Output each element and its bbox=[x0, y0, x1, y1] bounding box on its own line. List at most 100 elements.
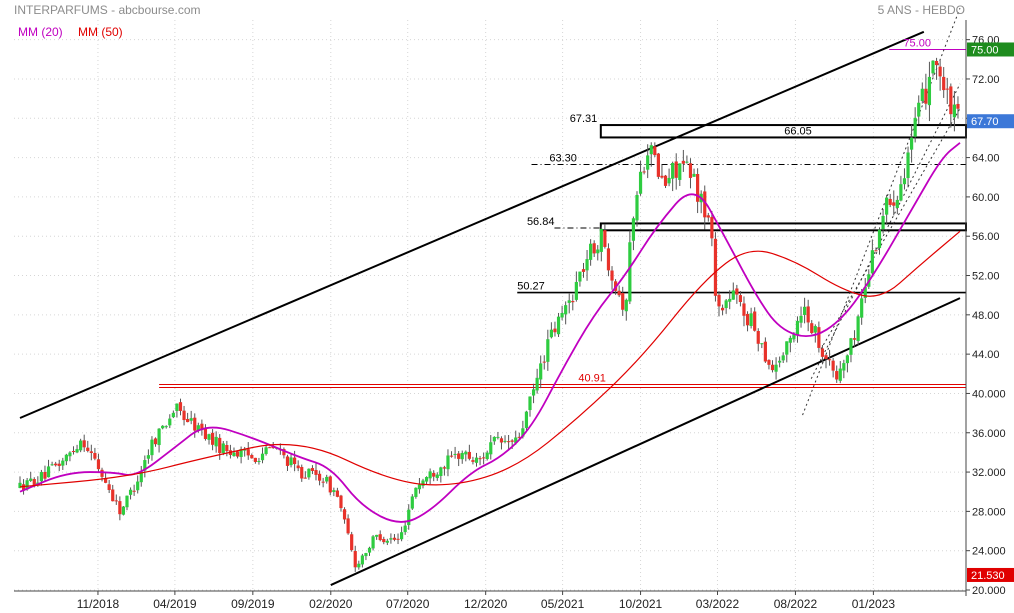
candle-body bbox=[178, 402, 183, 411]
candle-body bbox=[446, 455, 450, 470]
candle-body bbox=[114, 500, 118, 502]
x-tick-label: 02/2020 bbox=[309, 597, 353, 611]
candle-body bbox=[128, 489, 133, 495]
candle-body bbox=[186, 418, 190, 423]
candle-body bbox=[671, 162, 675, 179]
candle-body bbox=[157, 428, 161, 446]
candle-body bbox=[389, 538, 393, 540]
candle-body bbox=[75, 449, 79, 453]
candle-body bbox=[902, 178, 907, 185]
candle-body bbox=[696, 174, 700, 202]
candle-body bbox=[927, 76, 932, 106]
candle-body bbox=[150, 439, 154, 456]
candle-body bbox=[492, 436, 496, 442]
candle-body bbox=[407, 509, 411, 526]
trend-dotted-3 bbox=[820, 108, 961, 350]
candle-body bbox=[589, 243, 593, 260]
candle-body bbox=[517, 436, 521, 438]
price-tag-low: 21.530 bbox=[971, 570, 1005, 582]
candle-body bbox=[232, 452, 236, 457]
candle-body bbox=[54, 463, 58, 466]
candle-body bbox=[524, 411, 529, 428]
candle-body bbox=[849, 338, 853, 355]
candle-body bbox=[143, 460, 147, 471]
candle-body bbox=[296, 465, 300, 469]
candle-body bbox=[660, 175, 664, 178]
candle-body bbox=[917, 102, 921, 117]
candle-body bbox=[827, 359, 832, 361]
legend-mm50: MM (50) bbox=[78, 25, 123, 39]
candle-body bbox=[603, 230, 607, 247]
candle-body bbox=[439, 467, 443, 476]
y-axis: 76.0072.0068.0064.0060.0056.0052.0048.00… bbox=[965, 20, 1014, 597]
x-tick-label: 03/2022 bbox=[696, 597, 740, 611]
candle-body bbox=[539, 363, 543, 380]
candle-body bbox=[881, 215, 885, 230]
x-tick-label: 01/2023 bbox=[852, 597, 896, 611]
candle-body bbox=[888, 198, 892, 205]
candle-body bbox=[235, 451, 240, 457]
source-label: - abcbourse.com bbox=[108, 3, 201, 17]
candle-body bbox=[592, 243, 596, 254]
candle-body bbox=[353, 551, 357, 568]
candle-body bbox=[464, 451, 468, 455]
level-label-56-84: 56.84 bbox=[527, 216, 555, 228]
candle-body bbox=[806, 306, 810, 323]
candle-body bbox=[952, 104, 956, 118]
ma20-line bbox=[19, 142, 961, 523]
candle-body bbox=[838, 368, 842, 381]
candle-body bbox=[25, 480, 29, 490]
candle-body bbox=[795, 320, 800, 335]
candle-body bbox=[218, 437, 222, 454]
candle-body bbox=[68, 452, 72, 457]
candle-body bbox=[100, 469, 104, 477]
candle-body bbox=[556, 316, 561, 335]
candle-body bbox=[685, 161, 689, 163]
level-label-75: 75.00 bbox=[903, 37, 931, 49]
candlesticks bbox=[18, 57, 960, 572]
level-label-50-27: 50.27 bbox=[517, 281, 545, 293]
candle-body bbox=[535, 377, 539, 391]
candle-body bbox=[225, 445, 229, 452]
candle-body bbox=[720, 307, 725, 311]
level-label-66-05: 66.05 bbox=[784, 125, 812, 137]
candle-body bbox=[103, 477, 108, 483]
candle-body bbox=[471, 460, 475, 462]
price-tag-low-bg bbox=[967, 567, 1014, 582]
candle-body bbox=[385, 540, 389, 543]
candle-body bbox=[781, 355, 785, 361]
candle-body bbox=[268, 447, 272, 449]
candle-body bbox=[906, 152, 910, 179]
candle-body bbox=[164, 426, 168, 428]
candle-body bbox=[735, 288, 739, 295]
candle-body bbox=[496, 436, 500, 438]
candle-body bbox=[253, 457, 257, 462]
candle-body bbox=[774, 364, 778, 372]
level-label-67-31: 67.31 bbox=[570, 113, 598, 125]
candle-body bbox=[617, 290, 621, 296]
candle-body bbox=[770, 364, 775, 371]
candle-body bbox=[364, 553, 368, 557]
candle-body bbox=[934, 60, 939, 66]
candle-body bbox=[125, 495, 129, 508]
candle-body bbox=[778, 360, 782, 363]
level-label-63-30: 63.30 bbox=[549, 152, 577, 164]
candle-body bbox=[642, 171, 646, 173]
candle-body bbox=[285, 456, 290, 466]
candle-body bbox=[414, 487, 418, 497]
candle-body bbox=[82, 440, 86, 448]
candle-body bbox=[913, 117, 917, 137]
candle-body bbox=[367, 547, 372, 553]
candle-body bbox=[86, 447, 90, 452]
candle-body bbox=[457, 453, 461, 459]
candle-body bbox=[742, 303, 746, 316]
candle-body bbox=[424, 477, 429, 482]
candle-body bbox=[210, 432, 215, 445]
candle-body bbox=[328, 476, 332, 493]
candle-body bbox=[892, 202, 896, 206]
candle-body bbox=[175, 403, 179, 412]
candle-body bbox=[731, 290, 735, 300]
candle-body bbox=[111, 489, 115, 502]
candle-body bbox=[646, 155, 650, 170]
candle-body bbox=[703, 191, 707, 218]
